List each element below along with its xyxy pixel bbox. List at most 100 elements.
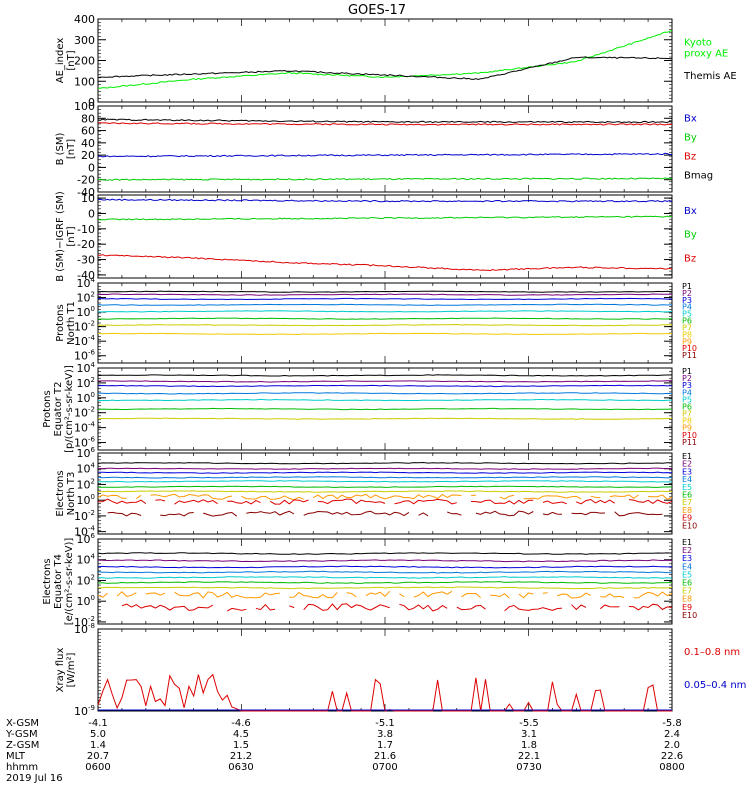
channel-label: E5 xyxy=(682,483,692,492)
series-line xyxy=(98,29,673,89)
channel-label: E4 xyxy=(682,562,692,571)
x-axis-value: -4.6 xyxy=(231,718,251,729)
y-tick-label: 102 xyxy=(77,573,95,587)
x-axis-date: 2019 Jul 16 xyxy=(6,773,63,784)
x-axis-value: 1.7 xyxy=(377,740,393,751)
series-line xyxy=(97,56,673,81)
y-tick-label: -30 xyxy=(77,254,95,267)
x-axis-value: 20.7 xyxy=(87,751,109,762)
legend-label: Kyoto xyxy=(684,38,712,49)
channel-label: P3 xyxy=(682,381,692,390)
y-axis-label: Electrons Equator T4 [e/(cm²-s-sr-keV)] xyxy=(42,538,75,626)
panel-frame xyxy=(97,18,673,103)
y-label-line: North T3 xyxy=(66,472,77,516)
channel-line xyxy=(97,476,673,479)
x-axis-value: 0730 xyxy=(516,762,541,773)
channel-label: P2 xyxy=(682,374,692,383)
channel-label: P1 xyxy=(682,282,692,291)
y-axis-label: Protons Equator T2 [p/(cm²-s-sr-keV)] xyxy=(42,365,75,453)
x-axis-value: 0630 xyxy=(228,762,253,773)
y-tick-label: 100 xyxy=(74,75,95,88)
channel-label: P8 xyxy=(682,330,692,339)
y-tick-label: 40 xyxy=(81,137,95,150)
legend-label: Bz xyxy=(684,253,696,264)
y-label-line: Electrons xyxy=(42,558,53,604)
channel-line xyxy=(97,392,673,395)
y-label-line: Xray flux xyxy=(55,648,66,693)
channel-label: E6 xyxy=(682,579,692,588)
channel-label: E9 xyxy=(682,514,692,523)
y-label-line: Equator T4 xyxy=(53,554,64,609)
channel-label: E5 xyxy=(682,570,692,579)
y-axis-label: AE_index [nT] xyxy=(55,38,77,84)
channel-label: E4 xyxy=(682,475,692,484)
y-label-line: [nT] xyxy=(66,226,77,246)
x-axis-value: 0700 xyxy=(372,762,397,773)
series-line xyxy=(97,254,673,272)
channel-line xyxy=(97,293,672,296)
channel-line xyxy=(98,480,673,483)
channel-label: P4 xyxy=(682,303,692,312)
y-tick-label: 100 xyxy=(77,594,95,608)
y-tick-label: 0 xyxy=(88,207,95,220)
y-tick-label: 20 xyxy=(81,149,95,162)
series-line xyxy=(97,122,673,126)
x-axis-value: 2.0 xyxy=(664,740,680,751)
y-label-line: [nT] xyxy=(66,139,77,159)
x-axis-value: 1.5 xyxy=(233,740,249,751)
channel-label: E8 xyxy=(682,595,692,604)
channel-line xyxy=(97,570,673,574)
y-tick-label: 100 xyxy=(77,305,95,319)
x-axis-value: 3.1 xyxy=(521,729,537,740)
panel-frame xyxy=(97,628,673,712)
legend-label: Themis AE xyxy=(683,71,737,82)
channel-line xyxy=(97,303,673,306)
x-axis-row-label: Y-GSM xyxy=(5,729,38,740)
y-axis-label: B (SM) [nT] xyxy=(55,132,77,165)
channel-label: P7 xyxy=(682,410,692,419)
channel-line xyxy=(97,384,673,388)
x-axis-value: 0800 xyxy=(659,762,684,773)
y-tick-label: 104 xyxy=(77,553,96,567)
y-tick-label: 300 xyxy=(74,34,95,47)
y-tick-label: 106 xyxy=(77,446,96,460)
y-tick-label: 10 xyxy=(81,192,95,205)
y-label-line: B (SM)−IGRF (SM) xyxy=(55,191,66,282)
y-axis-label: B (SM)−IGRF (SM) [nT] xyxy=(55,191,77,282)
channel-line xyxy=(97,317,673,320)
channel-label: P9 xyxy=(682,337,692,346)
channel-label: P5 xyxy=(682,310,692,319)
y-tick-label: -40 xyxy=(77,186,95,199)
y-tick-label: 200 xyxy=(74,55,95,68)
y-tick-label: 104 xyxy=(77,276,96,290)
y-tick-label: 10-6 xyxy=(74,436,96,450)
y-tick-label: -20 xyxy=(77,174,95,187)
channel-line xyxy=(97,565,673,569)
channel-label: P11 xyxy=(682,438,697,447)
channel-line xyxy=(97,374,673,377)
channel-line xyxy=(98,310,673,313)
channel-line xyxy=(97,332,673,336)
x-axis-value: 1.8 xyxy=(521,740,537,751)
channel-line xyxy=(97,498,673,505)
channel-label: E2 xyxy=(682,460,692,469)
legend-label: By xyxy=(684,230,697,241)
channel-label: P11 xyxy=(682,351,697,360)
y-tick-label: 10-4 xyxy=(74,421,96,435)
y-tick-label: 10-8 xyxy=(74,622,95,636)
channel-line xyxy=(97,559,673,563)
series-line xyxy=(98,152,672,158)
channel-line xyxy=(98,586,673,590)
y-label-line: [W/m²] xyxy=(66,652,77,687)
y-tick-label: 102 xyxy=(77,477,95,491)
channel-line xyxy=(97,552,673,555)
series-line xyxy=(97,198,673,203)
channel-label: P9 xyxy=(682,424,692,433)
channel-line xyxy=(98,471,673,474)
y-axis-label: Electrons North T3 xyxy=(55,470,77,516)
channel-label: P10 xyxy=(682,344,697,353)
channel-label: E3 xyxy=(682,554,692,563)
channel-line xyxy=(121,603,673,612)
